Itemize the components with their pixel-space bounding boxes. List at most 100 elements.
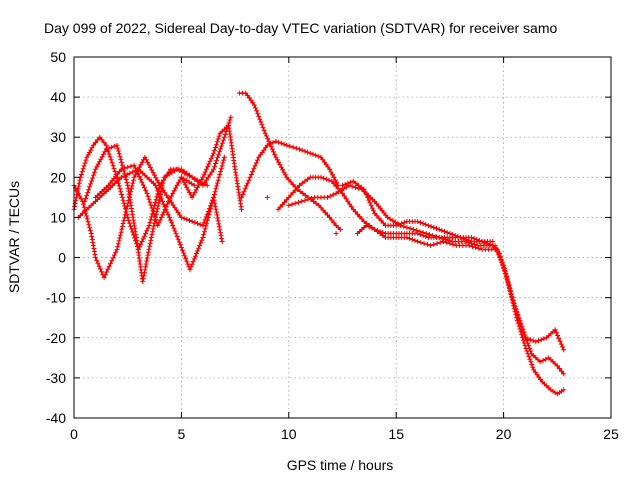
- data-point: [86, 222, 92, 228]
- data-point: [362, 189, 368, 195]
- data-point: [299, 147, 305, 153]
- data-point: [215, 177, 221, 183]
- data-point: [270, 140, 276, 146]
- data-point: [130, 180, 136, 186]
- data-point: [264, 142, 270, 148]
- data-point: [228, 114, 234, 120]
- data-point: [120, 223, 125, 229]
- data-point: [90, 142, 96, 148]
- data-point: [526, 343, 532, 349]
- data-point: [530, 364, 536, 370]
- data-point: [527, 337, 533, 343]
- data-point: [369, 205, 375, 211]
- data-point: [160, 180, 166, 186]
- data-point: [442, 229, 447, 234]
- data-point: [156, 180, 162, 186]
- data-point: [116, 151, 122, 157]
- data-point: [221, 134, 227, 140]
- data-point: [212, 189, 218, 195]
- data-point: [131, 177, 136, 183]
- data-point: [125, 200, 131, 206]
- data-point: [191, 182, 197, 188]
- data-point: [212, 147, 217, 153]
- data-point: [178, 245, 184, 250]
- data-point: [180, 247, 185, 253]
- data-point: [257, 116, 263, 122]
- data-point: [102, 272, 108, 278]
- data-point: [308, 195, 314, 201]
- data-point: [355, 211, 360, 217]
- data-point: [466, 243, 472, 248]
- data-point: [366, 224, 372, 230]
- data-point: [141, 273, 147, 279]
- data-point: [525, 340, 531, 346]
- data-point: [527, 346, 533, 351]
- data-point: [361, 186, 367, 192]
- data-point: [111, 143, 117, 149]
- data-point: [114, 247, 120, 252]
- data-point: [253, 105, 258, 111]
- data-point: [214, 209, 219, 215]
- data-point: [385, 214, 391, 220]
- data-point: [181, 250, 186, 256]
- data-point: [84, 213, 89, 219]
- data-point: [290, 144, 296, 150]
- data-point: [216, 174, 222, 180]
- data-point: [299, 198, 305, 204]
- data-point: [209, 153, 215, 159]
- data-point: [106, 151, 112, 157]
- data-point: [211, 192, 217, 197]
- data-point: [288, 192, 294, 198]
- data-point: [145, 225, 151, 231]
- data-point: [554, 363, 560, 369]
- data-point: [195, 221, 200, 226]
- data-point: [421, 241, 427, 246]
- data-point: [465, 240, 471, 245]
- data-point: [302, 192, 308, 198]
- data-point: [559, 368, 565, 374]
- series-track-2: [71, 154, 227, 281]
- data-point: [163, 204, 169, 210]
- data-point: [119, 162, 125, 168]
- data-point: [524, 338, 530, 343]
- data-point: [151, 220, 157, 226]
- data-point: [159, 183, 165, 189]
- data-point: [221, 154, 227, 160]
- data-point: [307, 150, 313, 156]
- data-point: [543, 356, 549, 362]
- data-point: [84, 193, 90, 199]
- data-point: [444, 240, 450, 245]
- data-point: [505, 280, 511, 286]
- data-point: [248, 172, 254, 177]
- data-point: [199, 237, 205, 243]
- data-point: [124, 203, 130, 209]
- data-point: [219, 163, 225, 169]
- data-point: [282, 199, 287, 205]
- data-point: [218, 143, 224, 149]
- data-point: [450, 232, 456, 237]
- data-point: [423, 222, 429, 227]
- data-point: [140, 276, 146, 282]
- data-point: [169, 170, 175, 175]
- data-point: [350, 178, 356, 184]
- data-point: [115, 241, 121, 247]
- data-point: [121, 168, 127, 174]
- data-point: [510, 298, 516, 304]
- data-point: [212, 163, 218, 169]
- data-point: [93, 140, 98, 146]
- data-point: [220, 137, 226, 143]
- data-point: [277, 204, 283, 210]
- data-point: [87, 184, 93, 190]
- data-point: [343, 196, 349, 202]
- data-point: [420, 221, 426, 226]
- data-point: [423, 234, 429, 239]
- data-point: [85, 219, 91, 225]
- data-point: [151, 211, 157, 217]
- data-point: [455, 234, 461, 239]
- data-point: [204, 220, 210, 226]
- data-point: [434, 226, 439, 231]
- data-point: [276, 139, 282, 145]
- data-point: [433, 234, 439, 239]
- data-point: [184, 216, 190, 222]
- data-point: [88, 181, 94, 187]
